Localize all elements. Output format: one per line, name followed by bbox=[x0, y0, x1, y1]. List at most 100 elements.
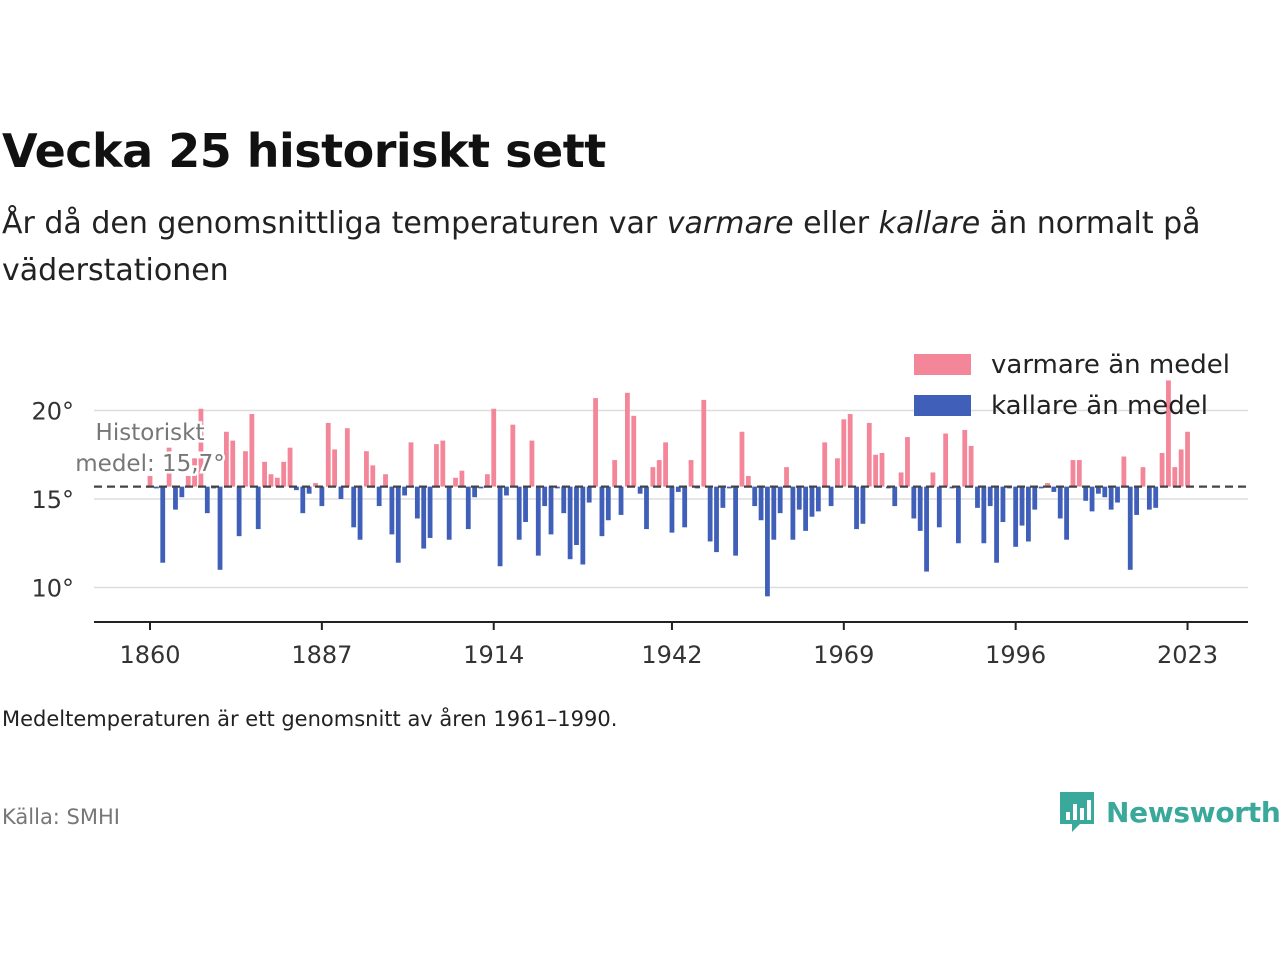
bar-1872 bbox=[223, 431, 229, 487]
bar-1977 bbox=[892, 486, 898, 507]
bar-1874 bbox=[236, 486, 242, 537]
bar-1959 bbox=[777, 486, 783, 514]
bar-2012 bbox=[1115, 486, 1120, 503]
bar-1904 bbox=[427, 486, 433, 538]
bar-1895 bbox=[370, 465, 376, 487]
bar-1997 bbox=[1019, 486, 1025, 526]
bar-2023 bbox=[1185, 431, 1190, 487]
bar-1935 bbox=[624, 392, 630, 487]
bar-1908 bbox=[453, 477, 458, 487]
subtitle-text-1: År då den genomsnittliga temperaturen va… bbox=[2, 206, 667, 241]
mean-label: Historiskt medel: 15,7° bbox=[73, 418, 227, 480]
bar-1920 bbox=[529, 440, 535, 487]
chart-title: Vecka 25 historiskt sett bbox=[2, 124, 606, 178]
bar-1975 bbox=[879, 452, 885, 487]
bar-1942 bbox=[669, 486, 675, 533]
bar-1963 bbox=[803, 486, 809, 531]
bar-1993 bbox=[994, 486, 999, 563]
bar-1915 bbox=[497, 486, 503, 567]
bar-1933 bbox=[612, 460, 618, 487]
chart-subtitle: År då den genomsnittliga temperaturen va… bbox=[2, 200, 1242, 294]
bar-2013 bbox=[1121, 456, 1127, 487]
bar-2001 bbox=[1045, 483, 1050, 487]
x-tick-label: 1996 bbox=[985, 641, 1046, 669]
bar-1868 bbox=[198, 408, 204, 487]
bar-1967 bbox=[828, 486, 834, 507]
bar-1863 bbox=[166, 447, 172, 487]
mean-label-line2: medel: 15,7° bbox=[75, 451, 224, 477]
bar-2015 bbox=[1134, 486, 1140, 515]
bar-1906 bbox=[440, 440, 446, 487]
bar-1950 bbox=[720, 486, 726, 508]
bar-1912 bbox=[478, 486, 484, 489]
bar-1914 bbox=[491, 408, 497, 487]
bar-1981 bbox=[917, 486, 923, 531]
bar-1883 bbox=[294, 486, 299, 491]
bar-1878 bbox=[262, 461, 267, 487]
bar-1887 bbox=[319, 486, 325, 507]
mean-label-line1: Historiskt bbox=[96, 420, 205, 446]
bar-1913 bbox=[484, 474, 490, 487]
y-tick-label: 20° bbox=[31, 398, 74, 426]
bar-2004 bbox=[1064, 486, 1069, 540]
subtitle-warm-word: varmare bbox=[666, 206, 794, 241]
bar-1902 bbox=[414, 486, 420, 519]
source-credit: Källa: SMHI bbox=[2, 805, 120, 829]
bar-1864 bbox=[173, 486, 178, 510]
bar-1893 bbox=[357, 486, 363, 540]
bar-1943 bbox=[675, 486, 681, 492]
bar-1867 bbox=[192, 458, 197, 487]
bar-1983 bbox=[930, 472, 936, 487]
bar-1969 bbox=[841, 419, 847, 487]
bar-1939 bbox=[650, 467, 656, 487]
bar-1927 bbox=[574, 486, 579, 546]
bar-1979 bbox=[905, 437, 910, 487]
bar-1956 bbox=[758, 486, 764, 521]
bar-1962 bbox=[796, 486, 802, 510]
bar-1891 bbox=[344, 428, 350, 487]
y-tick-label: 15° bbox=[31, 486, 74, 514]
bar-1968 bbox=[835, 458, 840, 487]
bar-1936 bbox=[631, 415, 637, 487]
bar-1954 bbox=[745, 475, 751, 487]
bar-1897 bbox=[383, 474, 388, 487]
bar-1873 bbox=[230, 440, 236, 487]
subtitle-text-3: än normalt på väderstationen bbox=[2, 206, 1201, 288]
bar-2011 bbox=[1108, 486, 1114, 510]
bar-1896 bbox=[376, 486, 382, 507]
bar-1952 bbox=[733, 486, 739, 556]
bar-2006 bbox=[1076, 460, 1082, 487]
bar-1994 bbox=[1000, 486, 1006, 523]
legend-item-cold: kallare än medel bbox=[914, 385, 1230, 426]
bar-2007 bbox=[1083, 486, 1089, 501]
bar-1877 bbox=[255, 486, 261, 530]
bar-1894 bbox=[364, 451, 369, 487]
bar-1945 bbox=[688, 460, 694, 487]
temperature-bar-chart: Historiskt medel: 15,7° 10°15°20° 1860 18… bbox=[31, 380, 1248, 669]
bar-1888 bbox=[325, 422, 331, 487]
bar-1984 bbox=[936, 486, 942, 528]
bar-1924 bbox=[554, 486, 560, 489]
bar-1928 bbox=[580, 486, 586, 565]
bars bbox=[147, 380, 1190, 597]
bar-1899 bbox=[395, 486, 401, 563]
bar-2009 bbox=[1096, 486, 1101, 494]
bar-1955 bbox=[752, 486, 758, 507]
bar-1931 bbox=[599, 486, 605, 537]
bar-1869 bbox=[204, 486, 210, 514]
legend-swatch-warm bbox=[914, 354, 971, 375]
bar-1900 bbox=[402, 486, 408, 496]
brand-logo[interactable]: Newsworthy bbox=[1058, 790, 1280, 834]
subtitle-cold-word: kallare bbox=[878, 206, 981, 241]
bar-1947 bbox=[701, 399, 707, 487]
bar-1957 bbox=[765, 486, 770, 597]
bar-1885 bbox=[306, 486, 312, 494]
bar-2003 bbox=[1057, 486, 1063, 519]
bar-1998 bbox=[1026, 486, 1031, 542]
bar-1890 bbox=[338, 486, 344, 499]
bar-1918 bbox=[516, 486, 522, 540]
bar-1974 bbox=[873, 454, 879, 487]
bar-1958 bbox=[771, 486, 777, 540]
bar-1898 bbox=[389, 486, 395, 535]
bar-1876 bbox=[249, 414, 255, 487]
